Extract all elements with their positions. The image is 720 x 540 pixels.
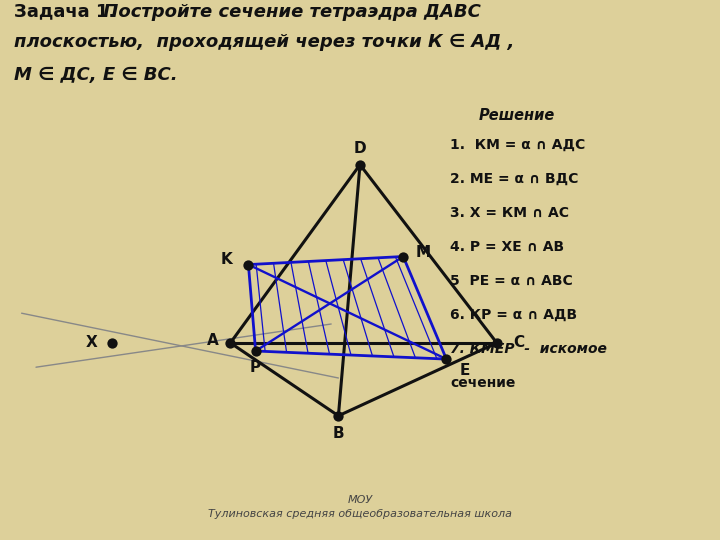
Text: K: K — [221, 252, 233, 267]
Text: Решение: Решение — [479, 108, 555, 123]
Text: 4. Р = ХЕ ∩ АВ: 4. Р = ХЕ ∩ АВ — [450, 240, 564, 254]
Text: M: M — [415, 245, 431, 260]
Text: 6. КР = α ∩ АДВ: 6. КР = α ∩ АДВ — [450, 308, 577, 322]
Text: Задача 1.: Задача 1. — [14, 3, 116, 21]
Point — [491, 339, 503, 347]
Text: D: D — [354, 141, 366, 156]
Text: М ∈ ДС, Е ∈ ВС.: М ∈ ДС, Е ∈ ВС. — [14, 66, 178, 84]
Text: 1.  КМ = α ∩ АДС: 1. КМ = α ∩ АДС — [450, 138, 585, 152]
Point — [250, 347, 261, 355]
Text: X: X — [86, 335, 97, 350]
Text: E: E — [459, 363, 469, 379]
Text: МОУ
Тулиновская средняя общеобразовательная школа: МОУ Тулиновская средняя общеобразователь… — [208, 496, 512, 519]
Point — [243, 260, 254, 269]
Point — [225, 339, 236, 347]
Point — [106, 339, 117, 347]
Point — [441, 355, 452, 363]
Text: 3. Х = КМ ∩ АС: 3. Х = КМ ∩ АС — [450, 206, 569, 220]
Text: 7. КМЕР  -  искомое: 7. КМЕР - искомое — [450, 342, 607, 356]
Text: Постройте сечение тетраэдра ДАВС: Постройте сечение тетраэдра ДАВС — [97, 3, 481, 21]
Text: A: A — [207, 333, 218, 348]
Point — [397, 252, 409, 261]
Text: 2. МЕ = α ∩ ВДС: 2. МЕ = α ∩ ВДС — [450, 172, 578, 186]
Point — [333, 411, 344, 420]
Text: плоскостью,  проходящей через точки К ∈ АД ,: плоскостью, проходящей через точки К ∈ А… — [14, 33, 515, 51]
Text: B: B — [333, 426, 344, 441]
Text: 5  РЕ = α ∩ АВС: 5 РЕ = α ∩ АВС — [450, 274, 572, 288]
Text: C: C — [513, 335, 524, 350]
Text: сечение: сечение — [450, 376, 516, 390]
Text: P: P — [250, 360, 261, 375]
Point — [354, 160, 366, 169]
